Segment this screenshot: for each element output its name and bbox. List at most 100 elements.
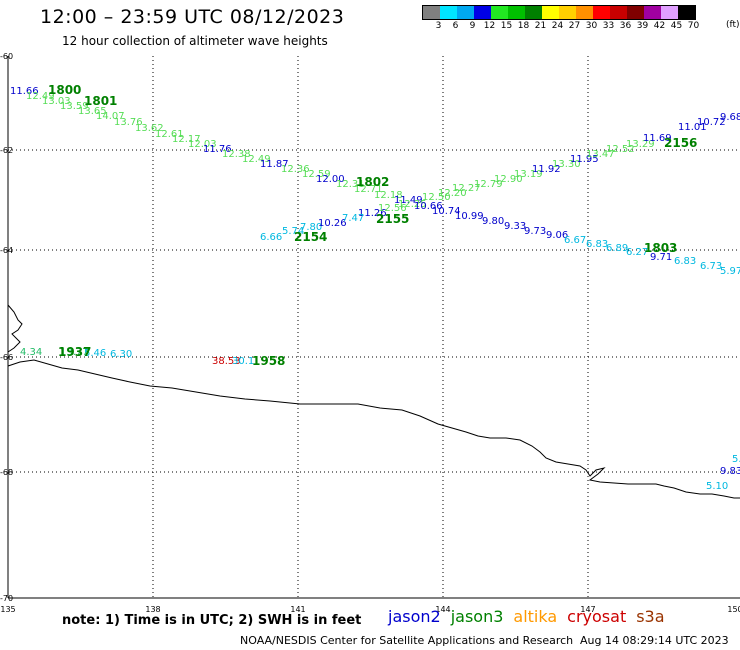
- color-scale-swatch: [644, 6, 661, 19]
- color-scale-label: 9: [469, 21, 476, 31]
- latitude-labels: -60 -62 -64 -66 -68 -70: [0, 52, 13, 603]
- color-scale-swatch: [508, 6, 525, 19]
- wave-height-reading: 13.47: [586, 149, 615, 160]
- wave-height-reading: 12.18: [374, 190, 403, 201]
- wave-height-reading: 10.66: [414, 201, 443, 212]
- color-scale-swatch: [423, 6, 440, 19]
- wave-height-reading: 9.83: [720, 466, 740, 477]
- track-time-label: 2156: [664, 136, 697, 150]
- wave-height-reading: 13.59: [60, 101, 89, 112]
- wave-height-reading: 12.17: [172, 134, 201, 145]
- wave-height-reading: 12.61: [155, 129, 184, 140]
- satellite-legend: jason2 jason3 altika cryosat s3a: [388, 607, 675, 626]
- latitude-label: -62: [0, 146, 13, 155]
- color-scale-swatch: [525, 6, 542, 19]
- color-scale-label: 21: [534, 21, 547, 31]
- wave-height-reading: 13.62: [135, 123, 164, 134]
- track-time-label: 1802: [356, 175, 389, 189]
- longitude-label: 135: [0, 605, 15, 614]
- color-scale-swatch: [542, 6, 559, 19]
- wave-height-reading: 12.00: [316, 174, 345, 185]
- color-scale-label: 24: [551, 21, 564, 31]
- color-scale-swatch: [440, 6, 457, 19]
- color-scale-labels: 3 6 9 12 15 18 21 24 27 30 33 36 39 42 45 70: [422, 20, 700, 34]
- color-scale-label: 6: [452, 21, 459, 31]
- wave-height-reading: 9.73: [524, 226, 546, 237]
- color-scale-label: 39: [636, 21, 649, 31]
- color-scale-label: 42: [653, 21, 666, 31]
- wave-height-reading: 10.26: [318, 218, 347, 229]
- wave-height-reading: 12.59: [302, 169, 331, 180]
- wave-height-reading: 30.1: [232, 356, 254, 367]
- wave-height-reading: 14.07: [96, 111, 125, 122]
- color-scale-label: 15: [500, 21, 513, 31]
- wave-height-reading: 11.49: [394, 195, 423, 206]
- latitude-label: -66: [0, 353, 13, 362]
- wave-height-reading: 11.76: [203, 144, 232, 155]
- wave-height-reading: 7.80: [300, 222, 322, 233]
- wave-height-reading: 13.65: [78, 106, 107, 117]
- longitude-label: 147: [580, 605, 595, 614]
- wave-height-reading: 11.95: [570, 154, 599, 165]
- color-scale-swatch: [457, 6, 474, 19]
- wave-height-reading: 6.83: [586, 239, 608, 250]
- wave-height-reading: 9.33: [504, 221, 526, 232]
- color-scale-swatch: [627, 6, 644, 19]
- legend-item-cryosat: cryosat: [567, 607, 627, 626]
- wave-height-reading: 5.46: [84, 348, 106, 359]
- wave-height-reading: 12.27: [452, 183, 481, 194]
- wave-height-reading: 11.26: [358, 208, 387, 219]
- color-scale-label: 12: [483, 21, 496, 31]
- wave-height-reading: 12.36: [281, 164, 310, 175]
- wave-height-reading: 38.53: [212, 356, 241, 367]
- wave-height-reading: 11.69: [643, 133, 672, 144]
- wave-height-reading: 13.77: [60, 347, 89, 358]
- wave-height-reading: 12.52: [606, 144, 635, 155]
- page-title: 12:00 – 23:59 UTC 08/12/2023: [40, 6, 345, 28]
- longitude-label: 138: [145, 605, 160, 614]
- wave-height-reading: 11.92: [532, 164, 561, 175]
- wave-height-reading: 6.27: [626, 247, 648, 258]
- legend-item-altika: altika: [513, 607, 558, 626]
- antarctic-coastline: [7, 304, 740, 499]
- track-time-label: 1801: [84, 94, 117, 108]
- wave-height-reading: 9.80: [482, 216, 504, 227]
- track-time-label: 1958: [252, 354, 285, 368]
- wave-height-reading: 12.50: [422, 192, 451, 203]
- color-scale-label: 27: [568, 21, 581, 31]
- wave-height-reading: 13.30: [552, 159, 581, 170]
- track-time-label: 1800: [48, 83, 81, 97]
- wave-height-reading: 12.38: [222, 149, 251, 160]
- wave-height-color-scale: 3 6 9 12 15 18 21 24 27 30 33 36 39 42 45 70: [422, 5, 700, 34]
- wave-height-reading: 12.71: [354, 184, 383, 195]
- color-scale-label: 45: [670, 21, 683, 31]
- legend-item-s3a: s3a: [636, 607, 665, 626]
- wave-height-reading: 5.97: [720, 266, 740, 277]
- wave-height-reading: 10.99: [455, 211, 484, 222]
- wave-height-readings: 11.6612.4913.0313.5913.6514.0713.7613.62…: [10, 86, 740, 492]
- color-scale-swatch: [474, 6, 491, 19]
- wave-height-reading: 4.34: [20, 347, 42, 358]
- latitude-label: -70: [0, 594, 13, 603]
- color-scale-label: 30: [585, 21, 598, 31]
- wave-height-reading: 9.06: [546, 230, 568, 241]
- track-time-label: 2155: [376, 212, 409, 226]
- wave-height-reading: 13.03: [42, 96, 71, 107]
- wave-height-reading: 12.25: [398, 199, 427, 210]
- color-scale-swatch: [678, 6, 695, 19]
- wave-height-reading: 12.49: [242, 154, 271, 165]
- footer-timestamp: Aug 14 08:29:14 UTC 2023: [580, 634, 729, 647]
- color-scale-label: 18: [517, 21, 530, 31]
- wave-height-reading: 12.79: [474, 179, 503, 190]
- wave-height-reading: 10.74: [432, 206, 461, 217]
- wave-height-reading: 11.66: [10, 86, 39, 97]
- wave-height-reading: 9.71: [650, 252, 672, 263]
- wave-height-reading: 6.89: [606, 243, 628, 254]
- color-scale-swatches: [422, 5, 696, 20]
- latitude-label: -64: [0, 246, 13, 255]
- color-scale-label: 36: [619, 21, 632, 31]
- legend-item-jason3: jason3: [450, 607, 504, 626]
- color-scale-swatch: [593, 6, 610, 19]
- wave-height-reading: 5.74: [282, 226, 304, 237]
